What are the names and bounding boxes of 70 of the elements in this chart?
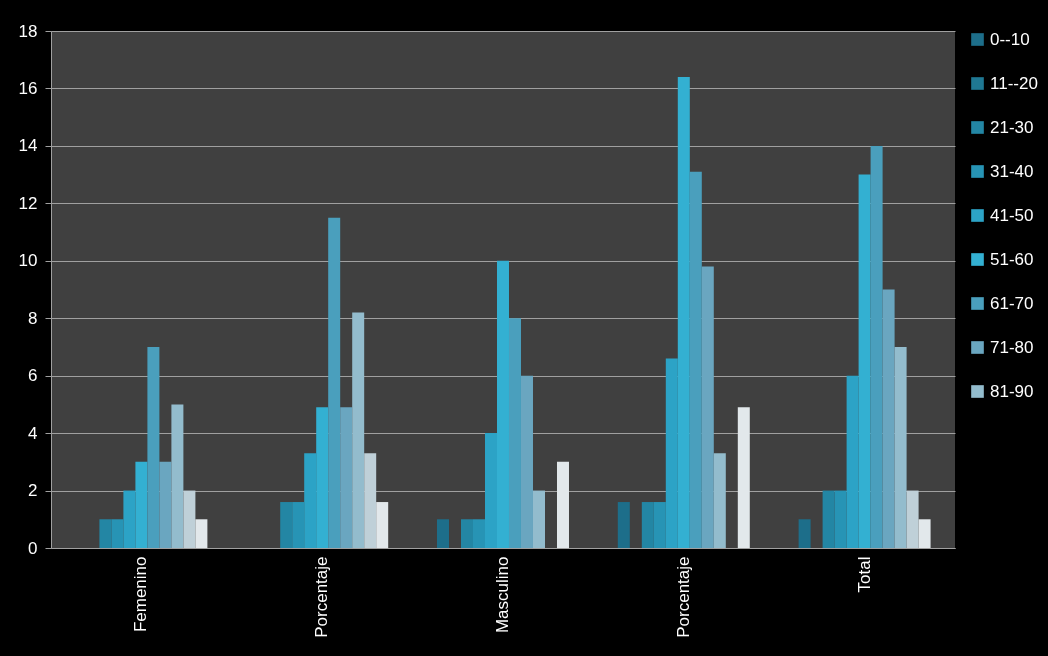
bar [461, 519, 473, 548]
y-tick-label: 2 [28, 481, 38, 501]
x-tick-label: Total [854, 556, 874, 593]
bar [870, 145, 883, 548]
bar [292, 502, 305, 548]
bar [653, 502, 666, 548]
legend-label: 21-30 [990, 117, 1034, 137]
bar [906, 490, 919, 548]
bar [352, 312, 365, 548]
y-tick-label: 14 [18, 136, 38, 156]
bar [509, 318, 521, 548]
x-tick-label: Masculino [493, 556, 512, 634]
bar [159, 461, 172, 548]
bar [280, 502, 293, 548]
y-tick-label: 0 [28, 538, 38, 558]
bar [195, 519, 208, 548]
bar [894, 346, 907, 548]
bar [701, 266, 714, 548]
y-tick-label: 18 [18, 21, 38, 41]
bar [135, 461, 148, 548]
x-tick-label: Femenino [131, 556, 151, 633]
y-tick-label: 4 [28, 423, 38, 443]
legend-label: 31-40 [990, 161, 1034, 181]
bar [183, 490, 196, 548]
bar [99, 519, 112, 548]
y-tick-label: 12 [18, 193, 38, 213]
y-tick-label: 16 [18, 78, 38, 98]
y-tick-label: 6 [28, 366, 38, 386]
bar [533, 490, 545, 548]
legend-label: 0--10 [990, 29, 1030, 49]
bar [147, 346, 160, 548]
bar [665, 358, 678, 548]
bar [556, 461, 569, 548]
bar [834, 490, 847, 548]
bar [123, 490, 136, 548]
legend-label: 81-90 [990, 381, 1034, 401]
bar [846, 375, 859, 548]
bar [882, 289, 895, 548]
bar [713, 453, 726, 548]
legend-label: 61-70 [990, 293, 1034, 313]
bar [364, 453, 377, 548]
bar [677, 76, 690, 548]
bar [340, 407, 353, 548]
y-tick-label: 8 [28, 308, 38, 328]
bar [737, 407, 750, 548]
bar [304, 453, 317, 548]
legend-label: 71-80 [990, 337, 1034, 357]
legend-label: 41-50 [990, 205, 1034, 225]
bar [858, 174, 871, 548]
bar [376, 502, 389, 548]
bar [111, 519, 124, 548]
bar [473, 519, 485, 548]
bar [521, 375, 533, 548]
bar [485, 433, 497, 548]
bar [641, 502, 654, 548]
bar [918, 519, 931, 548]
legend-label: 51-60 [990, 249, 1034, 269]
bar [437, 519, 450, 548]
bar [497, 260, 509, 548]
bar [689, 171, 702, 548]
bar [617, 502, 630, 548]
x-tick-label: Porcentaje [673, 556, 693, 638]
bar [798, 519, 811, 548]
bar [822, 490, 835, 548]
x-tick-label: Porcentaje [312, 556, 332, 638]
legend-label: 11--20 [990, 73, 1038, 93]
bar [316, 407, 329, 548]
bar [171, 404, 184, 548]
y-tick-label: 10 [18, 251, 38, 271]
bar [328, 217, 341, 548]
